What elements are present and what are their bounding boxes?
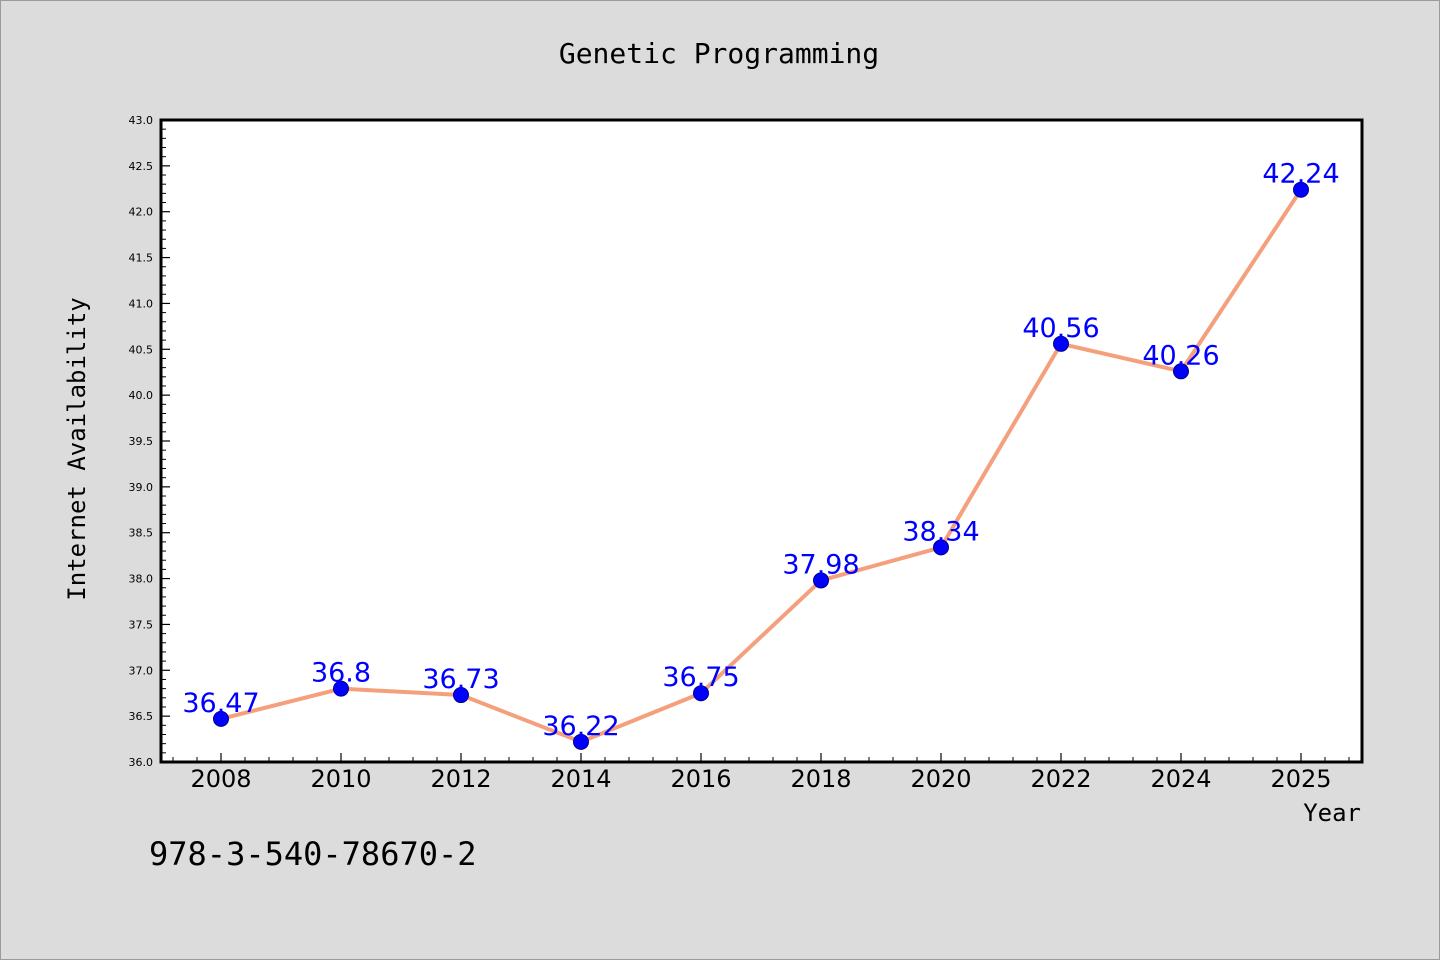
x-tick-label: 2010 bbox=[310, 765, 371, 793]
y-tick-label: 40.0 bbox=[129, 389, 154, 402]
data-point bbox=[1293, 181, 1309, 198]
data-label: 40.56 bbox=[1022, 313, 1099, 344]
series-line bbox=[220, 188, 1303, 744]
x-tick-label: 2024 bbox=[1150, 765, 1211, 793]
data-label: 36.75 bbox=[662, 662, 739, 693]
data-labels: 36.47 36.8 36.73 36.22 36.75 37.98 38.34 40.56 4… bbox=[182, 159, 1339, 742]
y-axis-label: Internet Availability bbox=[63, 297, 91, 600]
y-axis-ticks: 36.0 36.5 37.0 37.5 38.0 38.5 39.0 39.5 40.0 40.5… bbox=[129, 114, 170, 769]
data-label: 36.22 bbox=[542, 711, 619, 742]
x-tick-label: 2016 bbox=[670, 765, 731, 793]
y-tick-label: 38.0 bbox=[129, 573, 154, 586]
x-tick-label: 2025 bbox=[1270, 765, 1331, 793]
y-tick-label: 38.5 bbox=[129, 527, 154, 540]
x-axis-label: Year bbox=[1303, 799, 1361, 827]
data-point bbox=[333, 680, 349, 697]
data-point bbox=[453, 687, 469, 704]
data-label: 36.8 bbox=[311, 658, 371, 689]
y-tick-label: 42.0 bbox=[129, 206, 154, 219]
y-tick-label: 39.5 bbox=[129, 435, 154, 448]
y-tick-label: 40.5 bbox=[129, 343, 154, 356]
isbn-text: 978-3-540-78670-2 bbox=[149, 835, 477, 873]
plot-frame bbox=[159, 118, 1364, 764]
y-tick-label: 43.0 bbox=[129, 114, 154, 127]
x-tick-label: 2008 bbox=[190, 765, 251, 793]
y-tick-label: 36.0 bbox=[129, 756, 154, 769]
data-point bbox=[693, 685, 709, 702]
data-point bbox=[933, 539, 949, 556]
x-tick-label: 2018 bbox=[790, 765, 851, 793]
y-tick-label: 37.0 bbox=[129, 664, 154, 677]
data-point bbox=[1173, 363, 1189, 380]
y-tick-label: 41.0 bbox=[129, 297, 154, 310]
y-tick-label: 36.5 bbox=[129, 710, 154, 723]
data-label: 40.26 bbox=[1142, 340, 1219, 371]
x-tick-label: 2014 bbox=[550, 765, 611, 793]
x-tick-label: 2020 bbox=[910, 765, 971, 793]
series-line-group bbox=[220, 188, 1303, 744]
data-markers bbox=[213, 181, 1309, 750]
y-tick-label: 39.0 bbox=[129, 481, 154, 494]
data-point bbox=[213, 710, 229, 727]
data-label: 36.47 bbox=[182, 688, 259, 719]
data-point bbox=[573, 733, 589, 750]
x-tick-label: 2022 bbox=[1030, 765, 1091, 793]
data-label: 38.34 bbox=[902, 516, 979, 547]
y-tick-label: 42.5 bbox=[129, 160, 154, 173]
data-point bbox=[813, 572, 829, 589]
x-axis-ticks: 2008 2010 2012 2014 2016 2018 2020 2022 2024 2025 bbox=[172, 753, 1350, 793]
y-tick-label: 37.5 bbox=[129, 618, 154, 631]
data-label: 36.73 bbox=[422, 664, 499, 695]
data-label: 42.24 bbox=[1262, 159, 1339, 190]
plot-area bbox=[161, 120, 1362, 762]
data-point bbox=[1053, 335, 1069, 352]
y-tick-label: 41.5 bbox=[129, 252, 154, 265]
data-label: 37.98 bbox=[782, 549, 859, 580]
chart-title: Genetic Programming bbox=[559, 37, 879, 70]
x-tick-label: 2012 bbox=[430, 765, 491, 793]
